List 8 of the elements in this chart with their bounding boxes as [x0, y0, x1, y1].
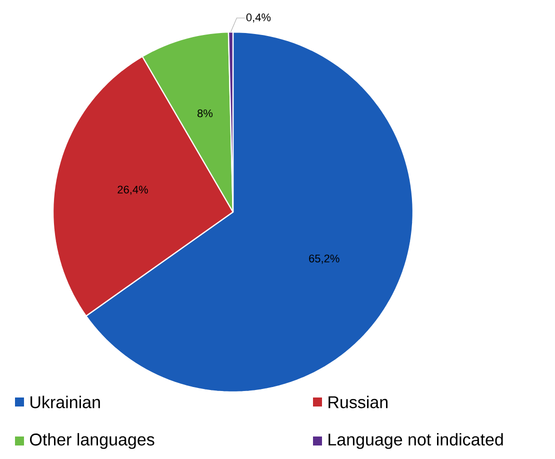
legend-label: Russian — [328, 396, 388, 408]
legend-label: Language not indicated — [328, 433, 503, 449]
data-label: 65,2% — [309, 254, 340, 264]
legend-label: Ukrainian — [30, 396, 100, 408]
legend-label: Other languages — [30, 433, 154, 449]
data-label: 0,4% — [246, 13, 271, 23]
data-label: 8% — [198, 109, 213, 118]
data-label: 26,4% — [118, 186, 148, 195]
